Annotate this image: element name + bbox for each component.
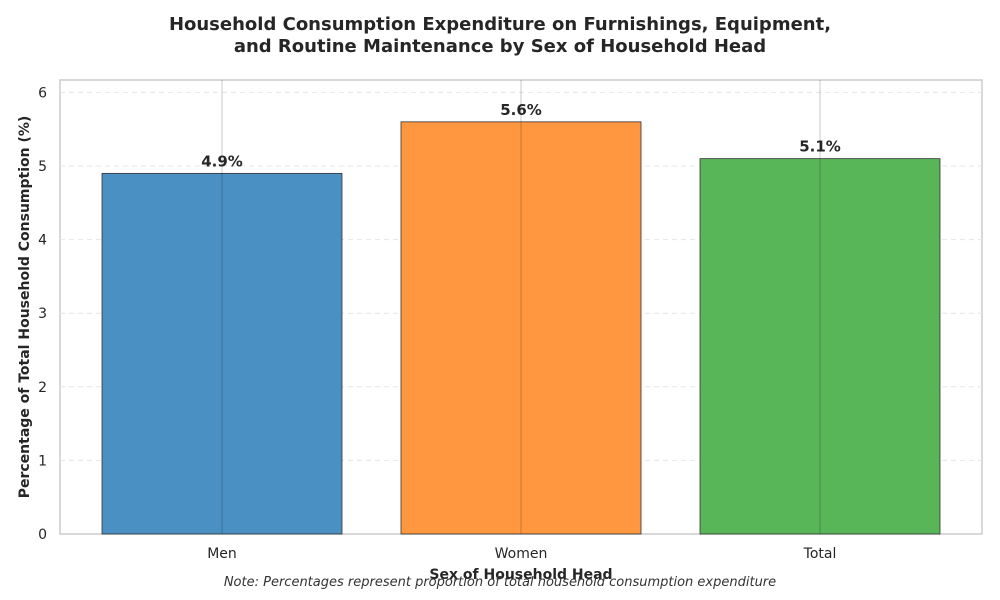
value-label-men: 4.9%: [201, 152, 243, 170]
y-tick-label: 0: [38, 527, 47, 543]
x-axis-label: Sex of Household Head: [429, 567, 612, 583]
y-axis-label: Percentage of Total Household Consumptio…: [17, 116, 33, 499]
y-tick-labels: 0 1 2 3 4 5 6: [38, 85, 47, 543]
bar-men: [101, 172, 343, 535]
y-tick-label: 6: [38, 85, 47, 101]
chart-note: Note: Percentages represent proportion o…: [223, 575, 777, 590]
x-tick-label-total: Total: [803, 546, 837, 562]
x-tick-label-men: Men: [207, 546, 237, 562]
value-label-total: 5.1%: [799, 138, 841, 156]
bar-total: [699, 158, 941, 535]
y-tick-label: 5: [38, 159, 47, 175]
bars: [101, 80, 941, 535]
y-tick-label: 2: [38, 380, 47, 396]
x-tick-label-women: Women: [495, 546, 548, 562]
chart-title-line-1: Household Consumption Expenditure on Fur…: [168, 14, 832, 35]
y-tick-label: 1: [38, 453, 47, 469]
value-label-women: 5.6%: [500, 101, 542, 119]
chart-title: Household Consumption Expenditure on Fur…: [0, 14, 1000, 58]
bar-women: [400, 121, 642, 535]
value-labels: 4.9% 5.6% 5.1%: [201, 101, 841, 171]
y-tick-label: 3: [38, 306, 47, 322]
y-tick-label: 4: [38, 233, 47, 249]
chart-title-line-2: and Routine Maintenance by Sex of Househ…: [233, 36, 767, 57]
x-tick-labels: Men Women Total: [207, 546, 836, 562]
